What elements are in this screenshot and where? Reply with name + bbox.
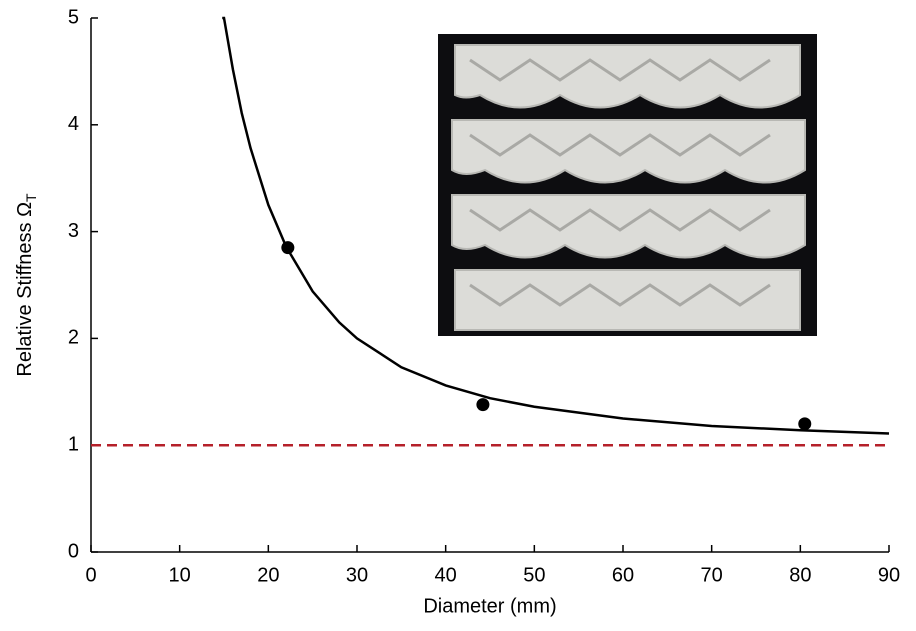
x-tick-label: 80 xyxy=(789,564,811,586)
x-tick-label: 20 xyxy=(257,564,279,586)
data-point xyxy=(281,241,294,254)
y-tick-label: 3 xyxy=(68,220,79,242)
x-tick-label: 30 xyxy=(346,564,368,586)
y-tick-label: 1 xyxy=(68,433,79,455)
y-axis-title-text: Relative Stiffness Ω xyxy=(14,202,36,377)
x-tick-label: 10 xyxy=(169,564,191,586)
x-tick-label: 50 xyxy=(523,564,545,586)
data-point xyxy=(476,398,489,411)
y-tick-label: 5 xyxy=(68,6,79,28)
y-axis-title: Relative Stiffness ΩT xyxy=(14,193,38,377)
y-tick-label: 2 xyxy=(68,327,79,349)
x-tick-label: 70 xyxy=(701,564,723,586)
x-axis-title: Diameter (mm) xyxy=(423,595,556,617)
data-point xyxy=(798,417,811,430)
x-tick-label: 40 xyxy=(435,564,457,586)
y-axis-title-subscript: T xyxy=(23,193,39,202)
y-tick-label: 4 xyxy=(68,113,79,135)
x-tick-label: 60 xyxy=(612,564,634,586)
x-tick-label: 90 xyxy=(878,564,900,586)
page: {"chart_data": {"type": "line", "xlabel"… xyxy=(0,0,916,631)
inset-photo xyxy=(438,34,817,336)
y-tick-label: 0 xyxy=(68,540,79,562)
x-tick-label: 0 xyxy=(85,564,96,586)
chart: Diameter (mm) Relative Stiffness ΩT 0102… xyxy=(0,0,916,631)
